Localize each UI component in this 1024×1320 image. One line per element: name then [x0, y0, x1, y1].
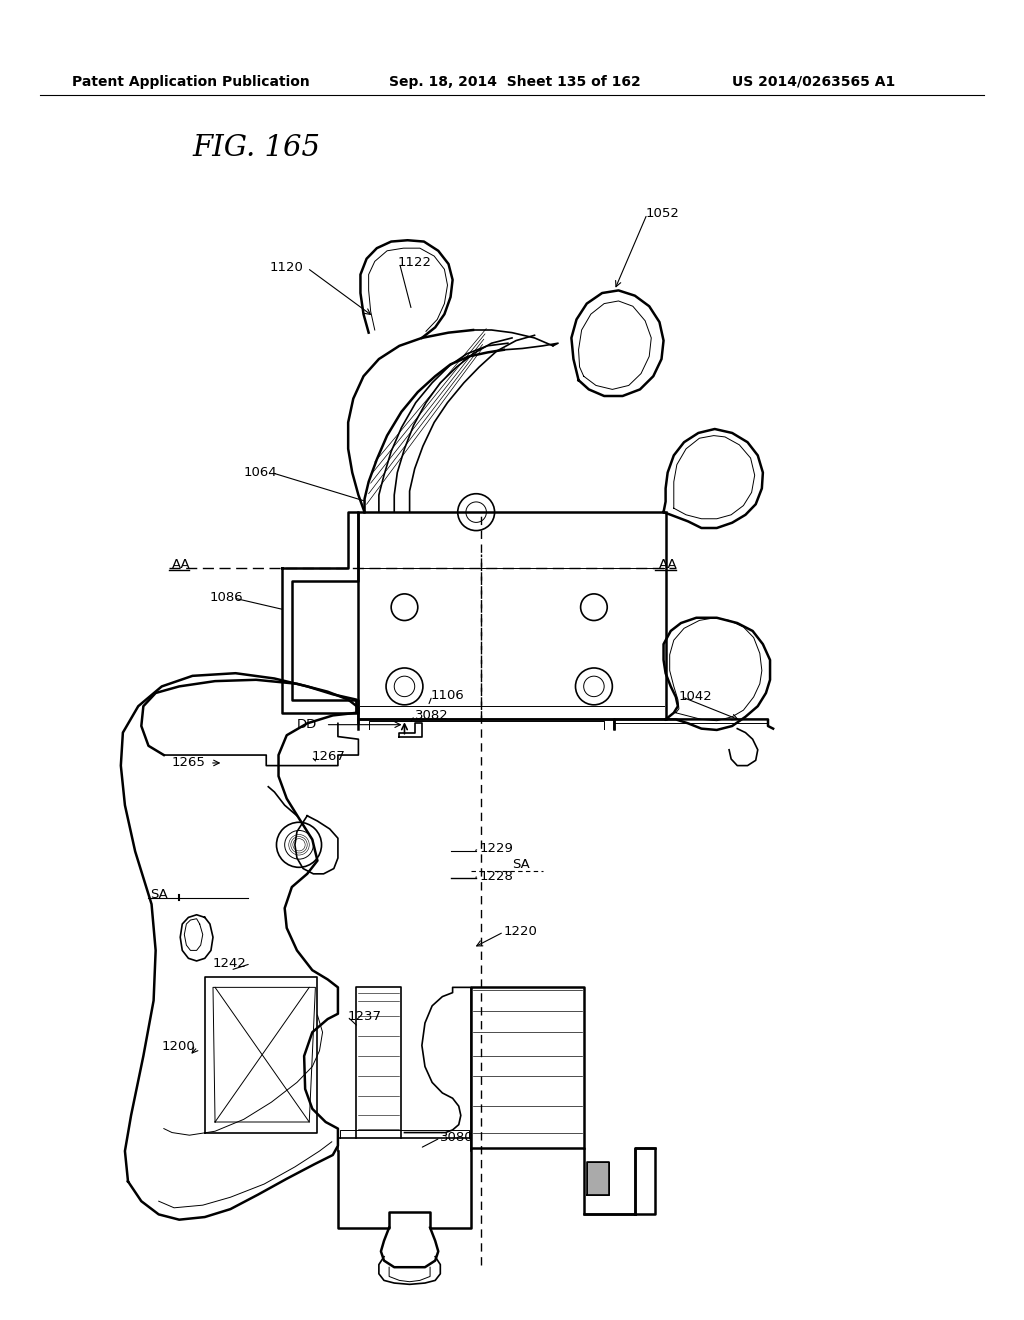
Text: 1122: 1122: [397, 256, 431, 269]
Text: SA: SA: [151, 888, 168, 902]
Text: 1242: 1242: [213, 957, 247, 970]
Text: Sep. 18, 2014  Sheet 135 of 162: Sep. 18, 2014 Sheet 135 of 162: [389, 75, 641, 88]
Text: US 2014/0263565 A1: US 2014/0263565 A1: [732, 75, 895, 88]
Text: 1086: 1086: [210, 591, 244, 605]
Text: 1200: 1200: [162, 1040, 196, 1053]
Text: 1229: 1229: [479, 842, 513, 855]
Text: 1064: 1064: [244, 466, 278, 479]
Text: 3082: 3082: [415, 709, 449, 722]
Text: 1052: 1052: [645, 207, 679, 220]
Text: 1228: 1228: [479, 870, 513, 883]
Polygon shape: [587, 1162, 609, 1195]
Text: 1267: 1267: [311, 750, 345, 763]
Text: 1042: 1042: [679, 690, 713, 704]
Text: AA: AA: [172, 558, 190, 572]
Text: 1237: 1237: [347, 1010, 381, 1023]
Text: 1120: 1120: [269, 261, 303, 275]
Text: Patent Application Publication: Patent Application Publication: [72, 75, 309, 88]
Text: DD: DD: [297, 718, 317, 731]
Text: 3080: 3080: [440, 1131, 474, 1144]
Text: FIG. 165: FIG. 165: [193, 133, 321, 162]
Text: 1106: 1106: [430, 689, 464, 702]
Text: SA: SA: [512, 858, 529, 871]
Text: AA: AA: [658, 558, 677, 572]
Text: 1220: 1220: [504, 925, 538, 939]
Text: 1265: 1265: [172, 756, 206, 770]
